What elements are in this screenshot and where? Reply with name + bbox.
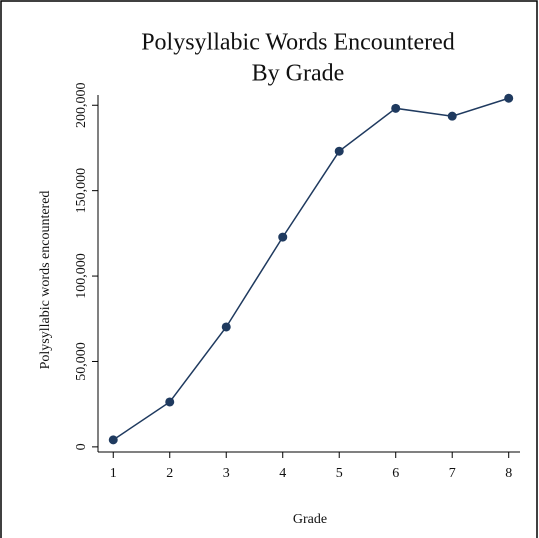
chart-title: By Grade (252, 61, 345, 87)
x-tick-label: 3 (223, 466, 230, 481)
point (504, 93, 514, 103)
x-tick-label: 8 (505, 466, 512, 481)
x-tick-label: 1 (110, 466, 117, 481)
y-tick-label: 100,000 (74, 253, 89, 299)
x-tick-label: 2 (166, 466, 173, 481)
x-tick-label: 7 (449, 466, 456, 481)
y-tick-label: 200,000 (74, 82, 89, 128)
y-tick-label: 50,000 (74, 342, 89, 381)
y-axis-label: Polysyllabic words encountered (38, 191, 53, 370)
x-axis-label: Grade (293, 512, 327, 527)
point (165, 397, 175, 407)
y-tick-label: 0 (74, 443, 89, 450)
point (334, 146, 344, 156)
point (278, 232, 288, 242)
point (221, 322, 231, 332)
y-tick-label: 150,000 (74, 168, 89, 214)
x-tick-label: 6 (392, 466, 399, 481)
point (108, 435, 118, 445)
point (447, 111, 457, 121)
chart-title: Polysyllabic Words Encountered (141, 30, 455, 56)
x-tick-label: 5 (336, 466, 343, 481)
point (391, 103, 401, 113)
line (112, 97, 509, 441)
x-tick-label: 4 (279, 466, 286, 481)
